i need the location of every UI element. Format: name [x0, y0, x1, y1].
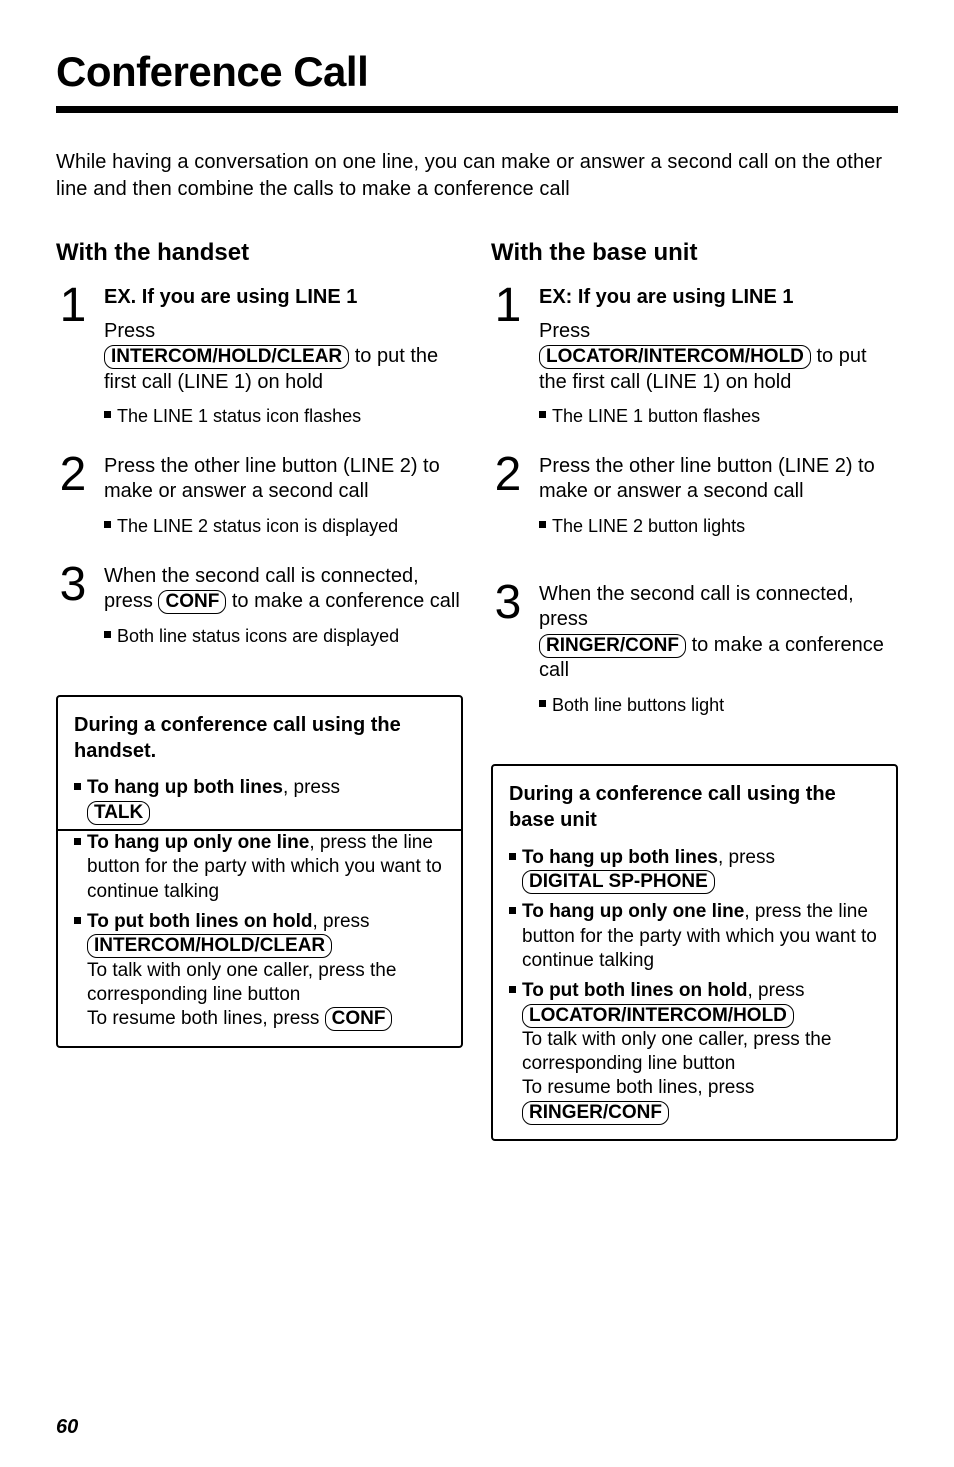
right-column: With the base unit 1 EX: If you are usin… — [491, 239, 898, 1141]
keycap-digital-sp-phone: DIGITAL SP-PHONE — [522, 870, 715, 894]
step-number: 1 — [491, 287, 525, 325]
bullet: The LINE 2 button lights — [539, 515, 898, 538]
step-body: EX: If you are using LINE 1 Press LOCATO… — [539, 285, 898, 428]
two-column-layout: With the handset 1 EX. If you are using … — [56, 239, 898, 1141]
left-step-1: 1 EX. If you are using LINE 1 Press INTE… — [56, 285, 463, 428]
bullet-icon — [74, 838, 81, 845]
text: To resume both lines, press — [522, 1077, 754, 1098]
separator-line — [56, 829, 462, 831]
info-box-title: During a conference call using the hands… — [74, 713, 445, 764]
right-heading: With the base unit — [491, 239, 898, 267]
bullet-text: Both line status icons are displayed — [117, 625, 399, 648]
lead: To hang up only one line — [522, 901, 744, 922]
bullet-icon — [509, 986, 516, 993]
text: Press the other line button (LINE 2) to … — [104, 454, 463, 505]
bullet-text: The LINE 1 status icon flashes — [117, 405, 361, 428]
right-step-1: 1 EX: If you are using LINE 1 Press LOCA… — [491, 285, 898, 428]
bullet: The LINE 1 status icon flashes — [104, 405, 463, 428]
text: Press — [104, 320, 155, 342]
left-info-box: During a conference call using the hands… — [56, 695, 463, 1047]
text: To resume both lines, press — [87, 1008, 325, 1029]
left-heading: With the handset — [56, 239, 463, 267]
right-step-3: 3 When the second call is connected, pre… — [491, 582, 898, 717]
info-box-title: During a conference call using the base … — [509, 782, 880, 833]
lead: To put both lines on hold — [522, 980, 748, 1001]
step-number: 1 — [56, 287, 90, 325]
step-body: When the second call is connected, press… — [539, 582, 898, 717]
text: , press — [748, 980, 805, 1001]
right-step-2: 2 Press the other line button (LINE 2) t… — [491, 454, 898, 538]
info-item: To put both lines on hold, press LOCATOR… — [509, 979, 880, 1125]
text: , press — [283, 777, 340, 798]
bullet-text: The LINE 2 status icon is displayed — [117, 515, 398, 538]
bullet: Both line buttons light — [539, 694, 898, 717]
text: When the second call is connected, press — [539, 583, 854, 631]
keycap-conf: CONF — [158, 590, 226, 614]
text: , press — [313, 911, 370, 932]
step-body: EX. If you are using LINE 1 Press INTERC… — [104, 285, 463, 428]
text: To talk with only one caller, press the … — [522, 1029, 831, 1074]
step-number: 2 — [56, 456, 90, 494]
step-number: 2 — [491, 456, 525, 494]
step-number: 3 — [491, 584, 525, 622]
bullet-icon — [74, 917, 81, 924]
bullet: The LINE 1 button flashes — [539, 405, 898, 428]
bullet: The LINE 2 status icon is displayed — [104, 515, 463, 538]
text: Press — [539, 320, 590, 342]
info-item: To hang up both lines, press DIGITAL SP-… — [509, 846, 880, 895]
keycap-intercom-hold-clear: INTERCOM/HOLD/CLEAR — [87, 934, 332, 958]
bullet-icon — [509, 907, 516, 914]
bullet-text: The LINE 1 button flashes — [552, 405, 760, 428]
info-item: To hang up both lines, press TALK — [74, 776, 445, 825]
left-step-3: 3 When the second call is connected, pre… — [56, 564, 463, 648]
keycap-locator-intercom-hold: LOCATOR/INTERCOM/HOLD — [522, 1004, 794, 1028]
left-step-2: 2 Press the other line button (LINE 2) t… — [56, 454, 463, 538]
step-lead: EX: If you are using LINE 1 — [539, 285, 898, 311]
lead: To hang up both lines — [87, 777, 283, 798]
left-column: With the handset 1 EX. If you are using … — [56, 239, 463, 1141]
info-item: To put both lines on hold, press INTERCO… — [74, 910, 445, 1032]
bullet-icon — [509, 853, 516, 860]
text: , press — [718, 847, 775, 868]
info-item: To hang up only one line, press the line… — [509, 900, 880, 973]
bullet-icon — [104, 521, 111, 528]
step-body: Press the other line button (LINE 2) to … — [104, 454, 463, 538]
title-rule — [56, 106, 898, 113]
keycap-locator-intercom-hold: LOCATOR/INTERCOM/HOLD — [539, 345, 811, 369]
keycap-ringer-conf: RINGER/CONF — [522, 1101, 669, 1125]
page-number: 60 — [56, 1416, 78, 1439]
bullet: Both line status icons are displayed — [104, 625, 463, 648]
step-number: 3 — [56, 566, 90, 604]
lead: To put both lines on hold — [87, 911, 313, 932]
right-info-box: During a conference call using the base … — [491, 764, 898, 1141]
page-title: Conference Call — [56, 48, 898, 96]
bullet-icon — [104, 411, 111, 418]
bullet-text: Both line buttons light — [552, 694, 724, 717]
text: to make a conference call — [232, 590, 460, 612]
keycap-conf: CONF — [325, 1007, 393, 1031]
step-lead: EX. If you are using LINE 1 — [104, 285, 463, 311]
step-body: Press the other line button (LINE 2) to … — [539, 454, 898, 538]
bullet-icon — [104, 631, 111, 638]
bullet-icon — [539, 521, 546, 528]
lead: To hang up both lines — [522, 847, 718, 868]
keycap-talk: TALK — [87, 801, 150, 825]
text: To talk with only one caller, press the … — [87, 960, 396, 1005]
text: Press the other line button (LINE 2) to … — [539, 454, 898, 505]
bullet-text: The LINE 2 button lights — [552, 515, 745, 538]
intro-paragraph: While having a conversation on one line,… — [56, 149, 898, 203]
bullet-icon — [74, 783, 81, 790]
lead: To hang up only one line — [87, 832, 309, 853]
keycap-ringer-conf: RINGER/CONF — [539, 634, 686, 658]
info-item: To hang up only one line, press the line… — [74, 831, 445, 904]
bullet-icon — [539, 700, 546, 707]
step-body: When the second call is connected, press… — [104, 564, 463, 648]
bullet-icon — [539, 411, 546, 418]
keycap-intercom-hold-clear: INTERCOM/HOLD/CLEAR — [104, 345, 349, 369]
